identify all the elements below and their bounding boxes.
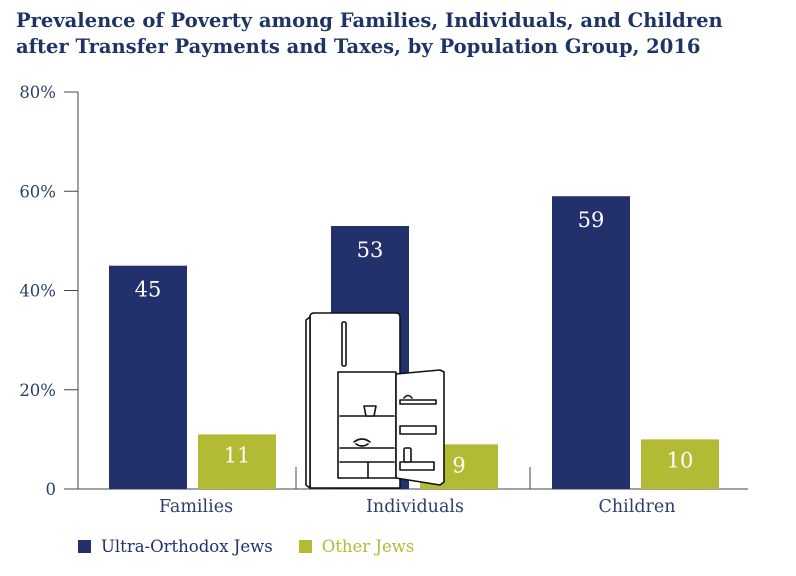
y-tick-label: 80%	[19, 83, 56, 102]
y-tick-label: 20%	[19, 381, 56, 400]
chart-title: Prevalence of Poverty among Families, In…	[16, 8, 786, 60]
bar-ultra-orthodox-families	[109, 265, 187, 489]
open-refrigerator-icon	[305, 312, 445, 489]
data-label: 9	[452, 453, 465, 477]
chart-title-line-1: Prevalence of Poverty among Families, In…	[16, 9, 723, 32]
data-label: 53	[357, 238, 384, 262]
y-tick-label: 40%	[19, 282, 56, 301]
data-label: 11	[224, 443, 251, 467]
bar-ultra-orthodox-children	[552, 196, 630, 489]
data-label: 45	[135, 278, 162, 302]
legend-label-other-jews: Other Jews	[321, 536, 415, 556]
data-label: 10	[667, 448, 694, 472]
legend-swatch-other-jews	[298, 539, 312, 553]
bar-other-jews-children	[641, 439, 719, 489]
x-tick-label: Children	[598, 497, 675, 517]
chart-title-line-2: after Transfer Payments and Taxes, by Po…	[16, 35, 701, 58]
legend-swatch-ultra-orthodox	[78, 539, 91, 553]
x-tick-label: Families	[159, 497, 233, 517]
y-tick-label: 0	[46, 480, 57, 499]
legend-item-ultra-orthodox: Ultra-Orthodox Jews	[78, 537, 273, 556]
legend-label-ultra-orthodox: Ultra-Orthodox Jews	[101, 536, 273, 556]
data-label: 59	[578, 208, 605, 232]
x-tick-label: Individuals	[366, 497, 464, 517]
legend-item-other-jews: Other Jews	[298, 536, 415, 556]
y-tick-label: 60%	[19, 182, 56, 201]
legend: Ultra-Orthodox Jews Other Jews	[78, 534, 440, 558]
bar-other-jews-families	[198, 434, 276, 489]
